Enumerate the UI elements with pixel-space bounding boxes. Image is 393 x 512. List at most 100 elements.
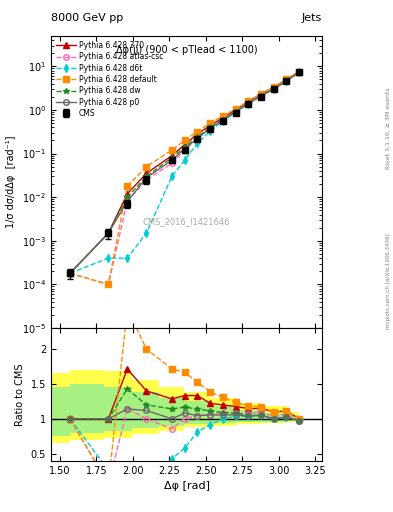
Pythia 6.428 default: [195, 129, 200, 135]
Pythia 6.428 d6t: [220, 118, 225, 124]
Pythia 6.428 p0: [208, 125, 213, 132]
Pythia 6.428 default: [68, 270, 72, 276]
Pythia 6.428 370: [259, 91, 263, 97]
Pythia 6.428 atlas-csc: [220, 117, 225, 123]
Pythia 6.428 default: [182, 137, 187, 143]
Pythia 6.428 atlas-csc: [208, 125, 213, 132]
Pythia 6.428 default: [246, 98, 251, 104]
Pythia 6.428 370: [144, 170, 149, 177]
Pythia 6.428 d6t: [208, 128, 213, 134]
Pythia 6.428 dw: [144, 173, 149, 179]
Pythia 6.428 d6t: [170, 173, 174, 179]
Pythia 6.428 370: [284, 76, 289, 82]
Pythia 6.428 d6t: [284, 78, 289, 84]
Y-axis label: Ratio to CMS: Ratio to CMS: [15, 363, 25, 425]
X-axis label: Δφ [rad]: Δφ [rad]: [163, 481, 210, 491]
Pythia 6.428 default: [297, 69, 301, 75]
Pythia 6.428 atlas-csc: [297, 69, 301, 75]
Pythia 6.428 atlas-csc: [106, 281, 111, 287]
Pythia 6.428 d6t: [106, 255, 111, 261]
Pythia 6.428 p0: [144, 175, 149, 181]
Pythia 6.428 default: [144, 164, 149, 170]
Pythia 6.428 d6t: [195, 140, 200, 146]
Pythia 6.428 p0: [182, 145, 187, 152]
Pythia 6.428 p0: [170, 157, 174, 163]
Pythia 6.428 p0: [106, 230, 111, 236]
Pythia 6.428 default: [170, 147, 174, 153]
Pythia 6.428 370: [271, 84, 276, 91]
Text: Δφ(jj) (900 < pTlead < 1100): Δφ(jj) (900 < pTlead < 1100): [116, 45, 257, 55]
Pythia 6.428 atlas-csc: [246, 100, 251, 106]
Line: Pythia 6.428 atlas-csc: Pythia 6.428 atlas-csc: [67, 70, 302, 287]
Pythia 6.428 d6t: [259, 93, 263, 99]
Pythia 6.428 atlas-csc: [233, 109, 238, 115]
Pythia 6.428 370: [125, 190, 130, 197]
Pythia 6.428 dw: [297, 69, 301, 75]
Pythia 6.428 370: [246, 99, 251, 105]
Pythia 6.428 dw: [259, 93, 263, 99]
Pythia 6.428 atlas-csc: [259, 92, 263, 98]
Pythia 6.428 dw: [271, 86, 276, 92]
Pythia 6.428 atlas-csc: [144, 177, 149, 183]
Pythia 6.428 p0: [246, 100, 251, 106]
Pythia 6.428 370: [233, 107, 238, 113]
Pythia 6.428 dw: [220, 117, 225, 123]
Pythia 6.428 atlas-csc: [182, 147, 187, 153]
Pythia 6.428 dw: [284, 78, 289, 84]
Pythia 6.428 370: [68, 270, 72, 276]
Pythia 6.428 370: [182, 142, 187, 148]
Pythia 6.428 370: [297, 69, 301, 75]
Text: CMS_2016_I1421646: CMS_2016_I1421646: [143, 217, 230, 226]
Pythia 6.428 dw: [170, 155, 174, 161]
Pythia 6.428 p0: [68, 270, 72, 276]
Y-axis label: 1/σ dσ/dΔφ  [rad⁻¹]: 1/σ dσ/dΔφ [rad⁻¹]: [6, 136, 17, 228]
Text: mcplots.cern.ch [arXiv:1306.3436]: mcplots.cern.ch [arXiv:1306.3436]: [386, 234, 391, 329]
Pythia 6.428 370: [220, 115, 225, 121]
Pythia 6.428 dw: [246, 100, 251, 106]
Line: Pythia 6.428 p0: Pythia 6.428 p0: [67, 70, 302, 276]
Pythia 6.428 p0: [297, 69, 301, 75]
Pythia 6.428 d6t: [233, 109, 238, 115]
Text: Rivet 3.1.10, ≥ 3M events: Rivet 3.1.10, ≥ 3M events: [386, 87, 391, 169]
Pythia 6.428 dw: [182, 144, 187, 150]
Pythia 6.428 dw: [233, 109, 238, 115]
Pythia 6.428 370: [170, 153, 174, 159]
Text: 8000 GeV pp: 8000 GeV pp: [51, 13, 123, 23]
Pythia 6.428 default: [259, 91, 263, 97]
Pythia 6.428 370: [106, 230, 111, 236]
Pythia 6.428 dw: [106, 230, 111, 236]
Pythia 6.428 d6t: [246, 100, 251, 106]
Pythia 6.428 d6t: [125, 255, 130, 261]
Pythia 6.428 370: [195, 131, 200, 137]
Pythia 6.428 p0: [195, 136, 200, 142]
Pythia 6.428 d6t: [144, 230, 149, 236]
Line: Pythia 6.428 d6t: Pythia 6.428 d6t: [67, 69, 302, 276]
Pythia 6.428 atlas-csc: [195, 136, 200, 142]
Pythia 6.428 atlas-csc: [125, 198, 130, 204]
Pythia 6.428 default: [284, 76, 289, 82]
Pythia 6.428 p0: [271, 86, 276, 92]
Pythia 6.428 d6t: [271, 86, 276, 92]
Line: Pythia 6.428 dw: Pythia 6.428 dw: [67, 70, 302, 276]
Pythia 6.428 default: [106, 281, 111, 287]
Text: Jets: Jets: [302, 13, 322, 23]
Pythia 6.428 default: [125, 183, 130, 189]
Pythia 6.428 default: [271, 84, 276, 91]
Pythia 6.428 370: [208, 122, 213, 129]
Pythia 6.428 atlas-csc: [68, 270, 72, 276]
Pythia 6.428 d6t: [182, 157, 187, 163]
Pythia 6.428 p0: [284, 78, 289, 84]
Pythia 6.428 default: [220, 113, 225, 119]
Pythia 6.428 atlas-csc: [284, 77, 289, 83]
Pythia 6.428 p0: [125, 198, 130, 204]
Pythia 6.428 dw: [208, 124, 213, 131]
Pythia 6.428 dw: [68, 270, 72, 276]
Pythia 6.428 d6t: [68, 270, 72, 276]
Pythia 6.428 p0: [259, 93, 263, 99]
Pythia 6.428 atlas-csc: [271, 86, 276, 92]
Legend: Pythia 6.428 370, Pythia 6.428 atlas-csc, Pythia 6.428 d6t, Pythia 6.428 default: Pythia 6.428 370, Pythia 6.428 atlas-csc…: [53, 38, 166, 121]
Pythia 6.428 p0: [220, 117, 225, 123]
Pythia 6.428 default: [233, 106, 238, 112]
Line: Pythia 6.428 370: Pythia 6.428 370: [67, 69, 302, 276]
Pythia 6.428 d6t: [297, 69, 301, 75]
